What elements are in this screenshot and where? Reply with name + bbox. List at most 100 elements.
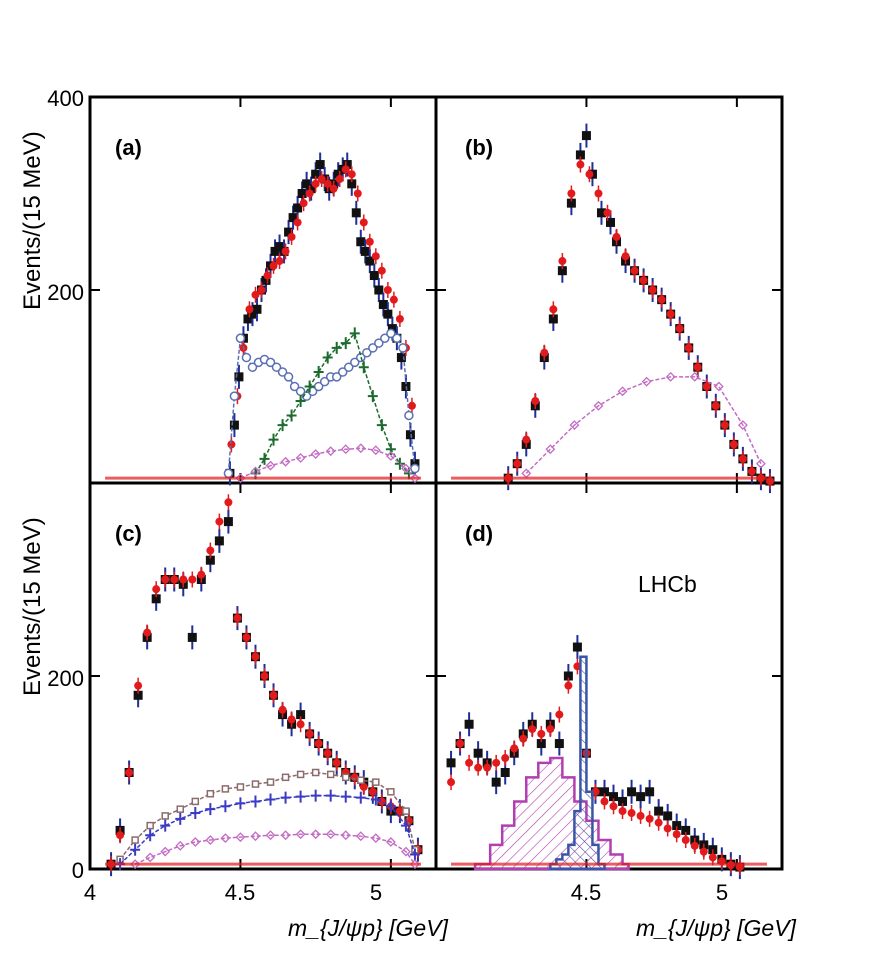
component-point <box>206 789 215 798</box>
data-point <box>557 266 567 276</box>
fit-point <box>708 853 717 862</box>
fit-point <box>305 729 314 738</box>
fit-point <box>395 314 404 323</box>
fit-point <box>585 170 594 179</box>
fit-point <box>702 382 711 391</box>
data-point <box>133 690 143 700</box>
component-point <box>220 800 231 813</box>
fit-point <box>627 809 636 818</box>
component-point <box>340 337 351 350</box>
fit-point <box>522 435 531 444</box>
fit-point <box>233 614 242 623</box>
data-point <box>284 227 294 237</box>
component-point <box>175 840 186 851</box>
fit-point <box>251 290 260 299</box>
component-point <box>362 347 372 358</box>
fit-point <box>227 440 236 449</box>
fit-point <box>666 310 675 319</box>
component-point <box>409 848 420 861</box>
component-point <box>221 785 230 793</box>
data-point <box>347 179 357 189</box>
fit-point <box>116 831 125 840</box>
fit-point <box>317 175 326 184</box>
component-point <box>404 410 414 421</box>
data-point <box>491 777 501 787</box>
component-point <box>310 449 321 459</box>
component-point <box>400 819 411 832</box>
component-point <box>402 807 410 815</box>
fit-point <box>143 628 152 637</box>
data-point <box>306 184 316 194</box>
data-point <box>536 739 546 749</box>
component-point <box>394 457 405 470</box>
component-point <box>235 832 246 843</box>
fit-point <box>648 286 657 294</box>
panel-label-a: (a) <box>115 135 142 160</box>
fit-point <box>690 841 699 850</box>
component-point <box>265 357 276 368</box>
fit-point <box>245 305 254 314</box>
data-point <box>288 213 298 223</box>
fit-point <box>278 705 287 714</box>
fit-point <box>546 725 555 734</box>
x-tick-label-4p5-d: 4.5 <box>571 880 602 905</box>
data-point <box>214 536 224 546</box>
component-point <box>325 446 336 457</box>
component-point <box>372 778 380 786</box>
component-point <box>250 466 261 477</box>
fit-point <box>555 710 564 719</box>
fit-point <box>603 208 612 217</box>
data-point <box>205 555 215 565</box>
data-point <box>374 285 384 295</box>
data-point <box>554 739 564 749</box>
component-point <box>131 836 139 844</box>
component-point <box>341 773 350 782</box>
component-point <box>241 352 252 363</box>
data-point <box>369 271 379 281</box>
fit-point <box>359 782 368 791</box>
y-tick-label-0: 0 <box>72 858 84 883</box>
data-point <box>636 792 646 802</box>
data-point <box>378 299 388 309</box>
fit-point <box>513 459 522 468</box>
component-point <box>266 778 275 786</box>
data-point <box>229 420 239 430</box>
data-point <box>342 160 352 170</box>
y-tick-label-200-bottom: 200 <box>47 666 84 691</box>
fit-point <box>287 715 296 724</box>
fit-point <box>600 797 609 806</box>
fit-point <box>492 758 501 767</box>
fit-point <box>621 252 630 261</box>
fit-point <box>299 199 308 208</box>
component-point <box>380 333 390 343</box>
component-point <box>385 800 396 813</box>
component-point <box>376 419 387 432</box>
component-point <box>545 444 556 455</box>
data-point <box>187 632 197 642</box>
data-point <box>618 796 628 806</box>
fit-point <box>305 189 314 198</box>
fit-point <box>465 758 474 767</box>
x-axis-label-c: m_{J/ψp} [GeV] <box>288 915 449 941</box>
component-point <box>145 829 156 842</box>
component-point <box>281 773 290 782</box>
component-point <box>289 381 300 392</box>
fit-point <box>672 830 681 839</box>
fit-point <box>663 824 672 833</box>
x-tick-label-4: 4 <box>84 880 96 905</box>
data-point <box>500 768 510 777</box>
x-tick-label-5-c: 5 <box>370 880 382 905</box>
data-point <box>396 353 406 363</box>
component-point <box>161 812 169 820</box>
data-point <box>351 208 361 218</box>
fit-point <box>618 807 627 816</box>
fit-point <box>645 814 654 823</box>
component-point <box>392 333 402 343</box>
data-point <box>596 208 606 218</box>
data-point <box>599 787 609 797</box>
fit-point <box>474 763 483 772</box>
fit-point <box>747 467 756 476</box>
panel-label-c: (c) <box>115 521 142 546</box>
fit-point <box>456 739 465 748</box>
data-point <box>681 825 691 835</box>
